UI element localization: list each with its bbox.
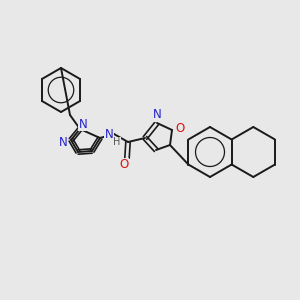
Text: N: N — [79, 118, 87, 130]
Text: O: O — [176, 122, 184, 136]
Text: N: N — [105, 128, 113, 142]
Text: H: H — [113, 137, 121, 147]
Text: N: N — [58, 136, 68, 148]
Text: N: N — [153, 109, 161, 122]
Text: O: O — [119, 158, 129, 172]
